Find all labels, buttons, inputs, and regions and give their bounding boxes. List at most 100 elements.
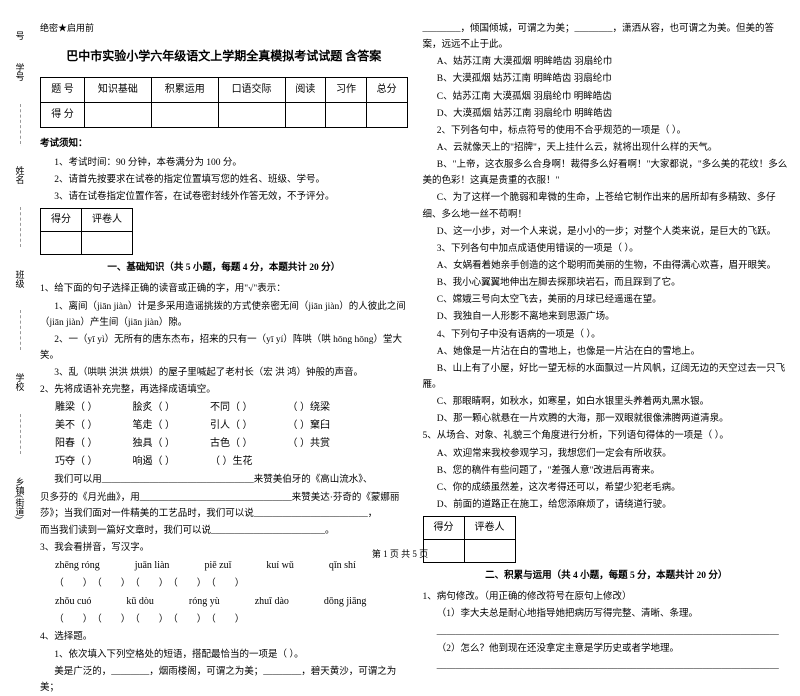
side-label: 学校 [14, 373, 27, 391]
notice-item: 2、请首先按要求在试卷的指定位置填写您的姓名、班级、学号。 [40, 172, 408, 188]
section1-title: 一、基础知识（共 5 小题，每题 4 分，本题共计 20 分） [40, 260, 408, 276]
opt: D、前面的道路正在施工，给您添麻烦了，请绕道行驶。 [423, 497, 791, 513]
q2-line: 而当我们读到一篇好文章时，我们可以说______________________… [40, 523, 408, 539]
cell: 独具（ ） [118, 435, 176, 453]
side-label: 乡镇(街道) [14, 477, 27, 519]
q4-line: 1、依次填入下列空格处的短语，搭配最恰当的一项是（ ）。 [40, 647, 408, 663]
cell: （ ）绕梁 [273, 399, 331, 417]
q1-stem: 1、给下面的句子选择正确的读音或正确的字，用"√"表示： [40, 281, 408, 297]
th: 口语交际 [218, 77, 285, 102]
q1-line: 1、离间（jiān jiàn）计是多采用造谣挑拨的方式使亲密无间（jiān ji… [40, 299, 408, 331]
q1-line: 2、一（yī yì）无所有的唐东杰布，招来的只有一（yī yí）阵哄（哄 hōn… [40, 332, 408, 364]
py: zhǒu cuó [40, 593, 91, 611]
opt: C、为了这样一个脆弱和卑微的生命，上苍给它制作出来的居所却有多精致、多仔细、多么… [423, 190, 791, 222]
py: dōng jiāng [309, 593, 367, 611]
opt: C、嫦娥三号向太空飞去，美丽的月球已经遥遥在望。 [423, 292, 791, 308]
td [151, 102, 218, 127]
cell: 美不（ ） [40, 417, 98, 435]
td [326, 102, 367, 127]
td: 评卷人 [464, 517, 515, 540]
notice-head: 考试须知： [40, 136, 408, 152]
py: zhuī dào [240, 593, 289, 611]
opt: D、这一小步，对一个人来说，是小小的一步；对整个人类来说，是巨大的飞跃。 [423, 224, 791, 240]
idiom-row: 美不（ ） 笔走（ ） 引人（ ） （ ）窠臼 [40, 417, 408, 435]
opt: D、那一颗心就悬在一片欢腾的大海，那一双眼就很像沸腾两道清泉。 [423, 411, 791, 427]
s2-line: （1）李大夫总是耐心地指导她把病历写得完整、清晰、条理。 [423, 606, 791, 622]
cell: （ ）生花 [195, 453, 253, 471]
idiom-row: 雕梁（ ） 脍炙（ ） 不同（ ） （ ）绕梁 [40, 399, 408, 417]
cell: （ ）共赏 [273, 435, 331, 453]
cont-line: ________，倾国倾城，可谓之为美；________，潇洒从容，也可谓之为美… [423, 21, 791, 53]
opt: B、您的稿件有些问题了，"差强人意"改进后再寄来。 [423, 463, 791, 479]
grader-table: 得分 评卷人 [40, 208, 133, 255]
td: 评卷人 [82, 209, 133, 232]
py: kū dòu [111, 593, 154, 611]
q2-line: 我们可以用________________________________来赞美… [40, 472, 408, 488]
side-label: 号 [14, 31, 27, 40]
exam-title: 巴中市实验小学六年级语文上学期全真模拟考试试题 含答案 [40, 46, 408, 66]
th: 总分 [366, 77, 407, 102]
idiom-row: 巧夺（ ） 响遏（ ） （ ）生花 [40, 453, 408, 471]
right-column: ________，倾国倾城，可谓之为美；________，潇洒从容，也可谓之为美… [423, 20, 791, 540]
opt: A、她像是一片沾在白的雪地上，也像是一片沾在白的雪地上。 [423, 344, 791, 360]
opt: D、大漠孤烟 姑苏江南 羽扇纶巾 明眸皓齿 [423, 106, 791, 122]
side-label: 学号 [14, 63, 27, 81]
opt: C、那眼睛啊，如秋水，如寒星，如白水银里头养着两丸黑水银。 [423, 394, 791, 410]
cell: 巧夺（ ） [40, 453, 98, 471]
opt: C、姑苏江南 大漠孤烟 羽扇纶巾 明眸皓齿 [423, 89, 791, 105]
pinyin-row: zhǒu cuó kū dòu róng yù zhuī dào dōng ji… [40, 593, 408, 611]
sub-q: 4、下列句子中没有语病的一项是（ ）。 [423, 327, 791, 343]
cell: （ ）窠臼 [273, 417, 331, 435]
page-footer: 第 1 页 共 5 页 [0, 547, 800, 560]
py: róng yù [174, 593, 220, 611]
cell: 阳春（ ） [40, 435, 98, 453]
q2-stem: 2、先将成语补充完整，再选择成语填空。 [40, 382, 408, 398]
cell: 雕梁（ ） [40, 399, 98, 417]
dash [20, 310, 21, 350]
secret-label: 绝密★启用前 [40, 21, 408, 36]
th: 习作 [326, 77, 367, 102]
opt: A、女娲看着她亲手创造的这个聪明而美丽的生物，不由得满心欢喜，眉开眼笑。 [423, 258, 791, 274]
left-column: 绝密★启用前 巴中市实验小学六年级语文上学期全真模拟考试试题 含答案 题 号 知… [40, 20, 408, 540]
s2-line: （2）怎么？他到现在还没拿定主意是学历史或者学地理。 [423, 641, 791, 657]
side-label: 姓名 [14, 166, 27, 184]
blank-row: （ ） （ ） （ ） （ ） （ ） [40, 612, 408, 628]
q1-line: 3、乱（哄哄 洪洪 烘烘）的屋子里喊起了老村长（宏 洪 鸿）钟般的声音。 [40, 365, 408, 381]
idiom-row: 阳春（ ） 独具（ ） 古色（ ） （ ）共赏 [40, 435, 408, 453]
section2-title: 二、积累与运用（共 4 小题，每题 5 分，本题共计 20 分） [423, 568, 791, 584]
side-label: 班级 [14, 270, 27, 288]
sub-q: 2、下列各句中，标点符号的使用不合乎规范的一项是（ ）。 [423, 123, 791, 139]
opt: C、你的成绩虽然差，这次考得还可以，希望少犯老毛病。 [423, 480, 791, 496]
score-table: 题 号 知识基础 积累运用 口语交际 阅读 习作 总分 得 分 [40, 77, 408, 128]
th: 知识基础 [84, 77, 151, 102]
td [285, 102, 326, 127]
q4-line: 美是广泛的，________，烟雨楼阁，可谓之为美；________，碧天黄沙，… [40, 664, 408, 696]
q2-line: 贝多芬的《月光曲》，用_____________________________… [40, 490, 408, 522]
opt: A、欢迎常来我校参观学习，我想您们一定会有所收获。 [423, 446, 791, 462]
opt: A、姑苏江南 大漠孤烟 明眸皓齿 羽扇纶巾 [423, 54, 791, 70]
td: 得 分 [41, 102, 85, 127]
td: 得分 [41, 209, 82, 232]
opt: D、我独自一人形影不离地来到思源广场。 [423, 309, 791, 325]
td [84, 102, 151, 127]
notice-item: 3、请在试卷指定位置作答，在试卷密封线外作答无效，不予评分。 [40, 189, 408, 205]
q5-stem: 5、从场合、对象、礼貌三个角度进行分析，下列语句得体的一项是（ ）。 [423, 428, 791, 444]
th: 积累运用 [151, 77, 218, 102]
cell: 脍炙（ ） [118, 399, 176, 417]
td: 得分 [423, 517, 464, 540]
s2-q1-stem: 1、病句修改。（用正确的修改符号在原句上修改） [423, 589, 791, 605]
th: 题 号 [41, 77, 85, 102]
opt: B、大漠孤烟 姑苏江南 明眸皓齿 羽扇纶巾 [423, 71, 791, 87]
cell: 笔走（ ） [118, 417, 176, 435]
cell: 响遏（ ） [118, 453, 176, 471]
dash [20, 104, 21, 144]
blank-line: ________________________________________… [423, 624, 791, 640]
blank-row: （ ） （ ） （ ） （ ） （ ） [40, 576, 408, 592]
opt: A、云就像天上的"招牌"，天上挂什么云，就将出现什么样的天气。 [423, 140, 791, 156]
cell: 不同（ ） [195, 399, 253, 417]
opt: B、我小心翼翼地伸出左脚去探那块岩石，而且踩到了它。 [423, 275, 791, 291]
opt: B、"上帝，这衣服多么合身啊！裁得多么好看啊！"大家都说，"多么美的花纹！多么美… [423, 157, 791, 189]
td [218, 102, 285, 127]
q4-stem: 4、选择题。 [40, 629, 408, 645]
notice-item: 1、考试时间：90 分钟，本卷满分为 100 分。 [40, 155, 408, 171]
